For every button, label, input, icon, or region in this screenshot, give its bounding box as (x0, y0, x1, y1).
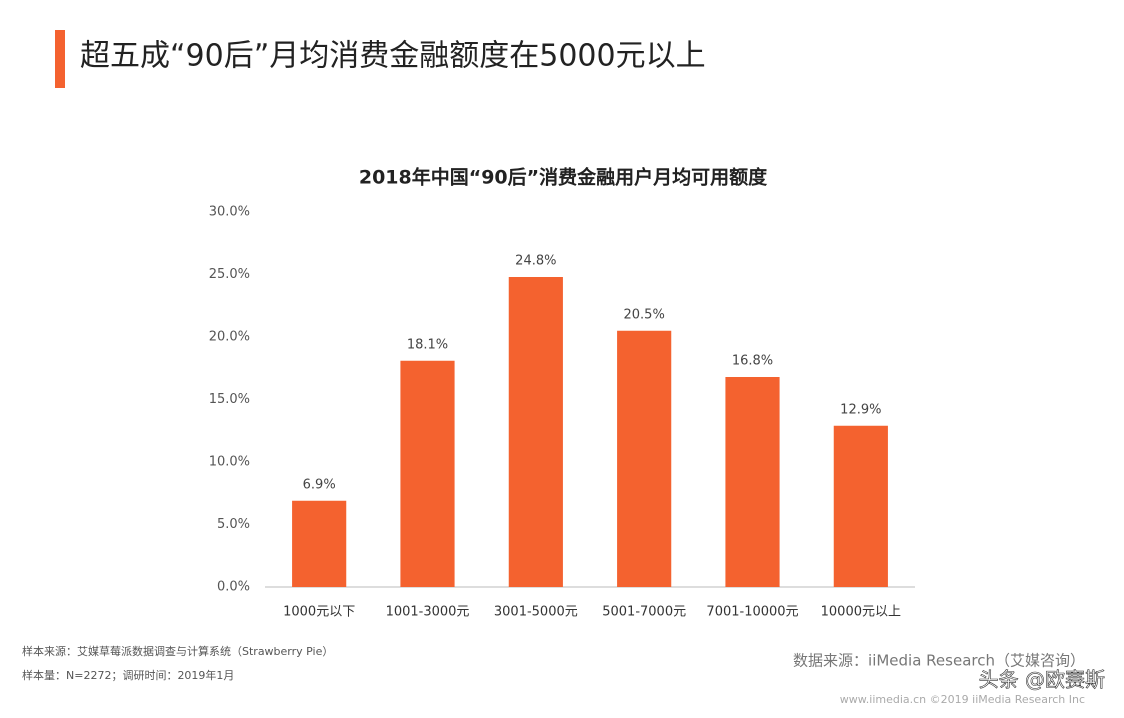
y-tick-label: 5.0% (217, 517, 250, 532)
y-tick-label: 0.0% (217, 580, 250, 595)
sample-source: 样本来源：艾媒草莓派数据调查与计算系统（Strawberry Pie） (22, 644, 333, 658)
value-label: 18.1% (407, 337, 448, 352)
chart-title: 2018年中国“90后”消费金融用户月均可用额度 (359, 166, 768, 189)
y-tick-label: 25.0% (209, 267, 250, 282)
watermark: 头条 @欧赛斯 (979, 668, 1105, 692)
y-tick-label: 30.0% (209, 205, 250, 220)
y-tick-label: 20.0% (209, 330, 250, 345)
bar (725, 377, 780, 587)
bar (508, 277, 563, 587)
y-tick-label: 10.0% (209, 455, 250, 470)
bar (617, 330, 672, 587)
value-label: 12.9% (840, 402, 881, 417)
value-label: 24.8% (515, 254, 556, 269)
bar (400, 360, 455, 587)
header-title: 超五成“90后”月均消费金融额度在5000元以上 (80, 39, 706, 74)
x-tick-label: 3001-5000元 (494, 605, 578, 620)
value-label: 20.5% (624, 307, 665, 322)
value-label: 16.8% (732, 354, 773, 369)
bar (833, 425, 888, 587)
x-tick-label: 1001-3000元 (386, 605, 470, 620)
data-source: 数据来源：iiMedia Research（艾媒咨询） (793, 652, 1085, 670)
footer-copyright: www.iimedia.cn ©2019 iiMedia Research In… (840, 693, 1085, 706)
x-tick-label: 5001-7000元 (602, 605, 686, 620)
y-tick-label: 15.0% (209, 392, 250, 407)
value-label: 6.9% (303, 477, 336, 492)
x-tick-label: 1000元以下 (283, 605, 355, 620)
x-tick-label: 7001-10000元 (706, 605, 798, 620)
bar (292, 500, 347, 587)
sample-size: 样本量：N=2272；调研时间：2019年1月 (22, 668, 234, 682)
x-tick-label: 10000元以上 (821, 605, 901, 620)
header-accent (55, 30, 65, 88)
